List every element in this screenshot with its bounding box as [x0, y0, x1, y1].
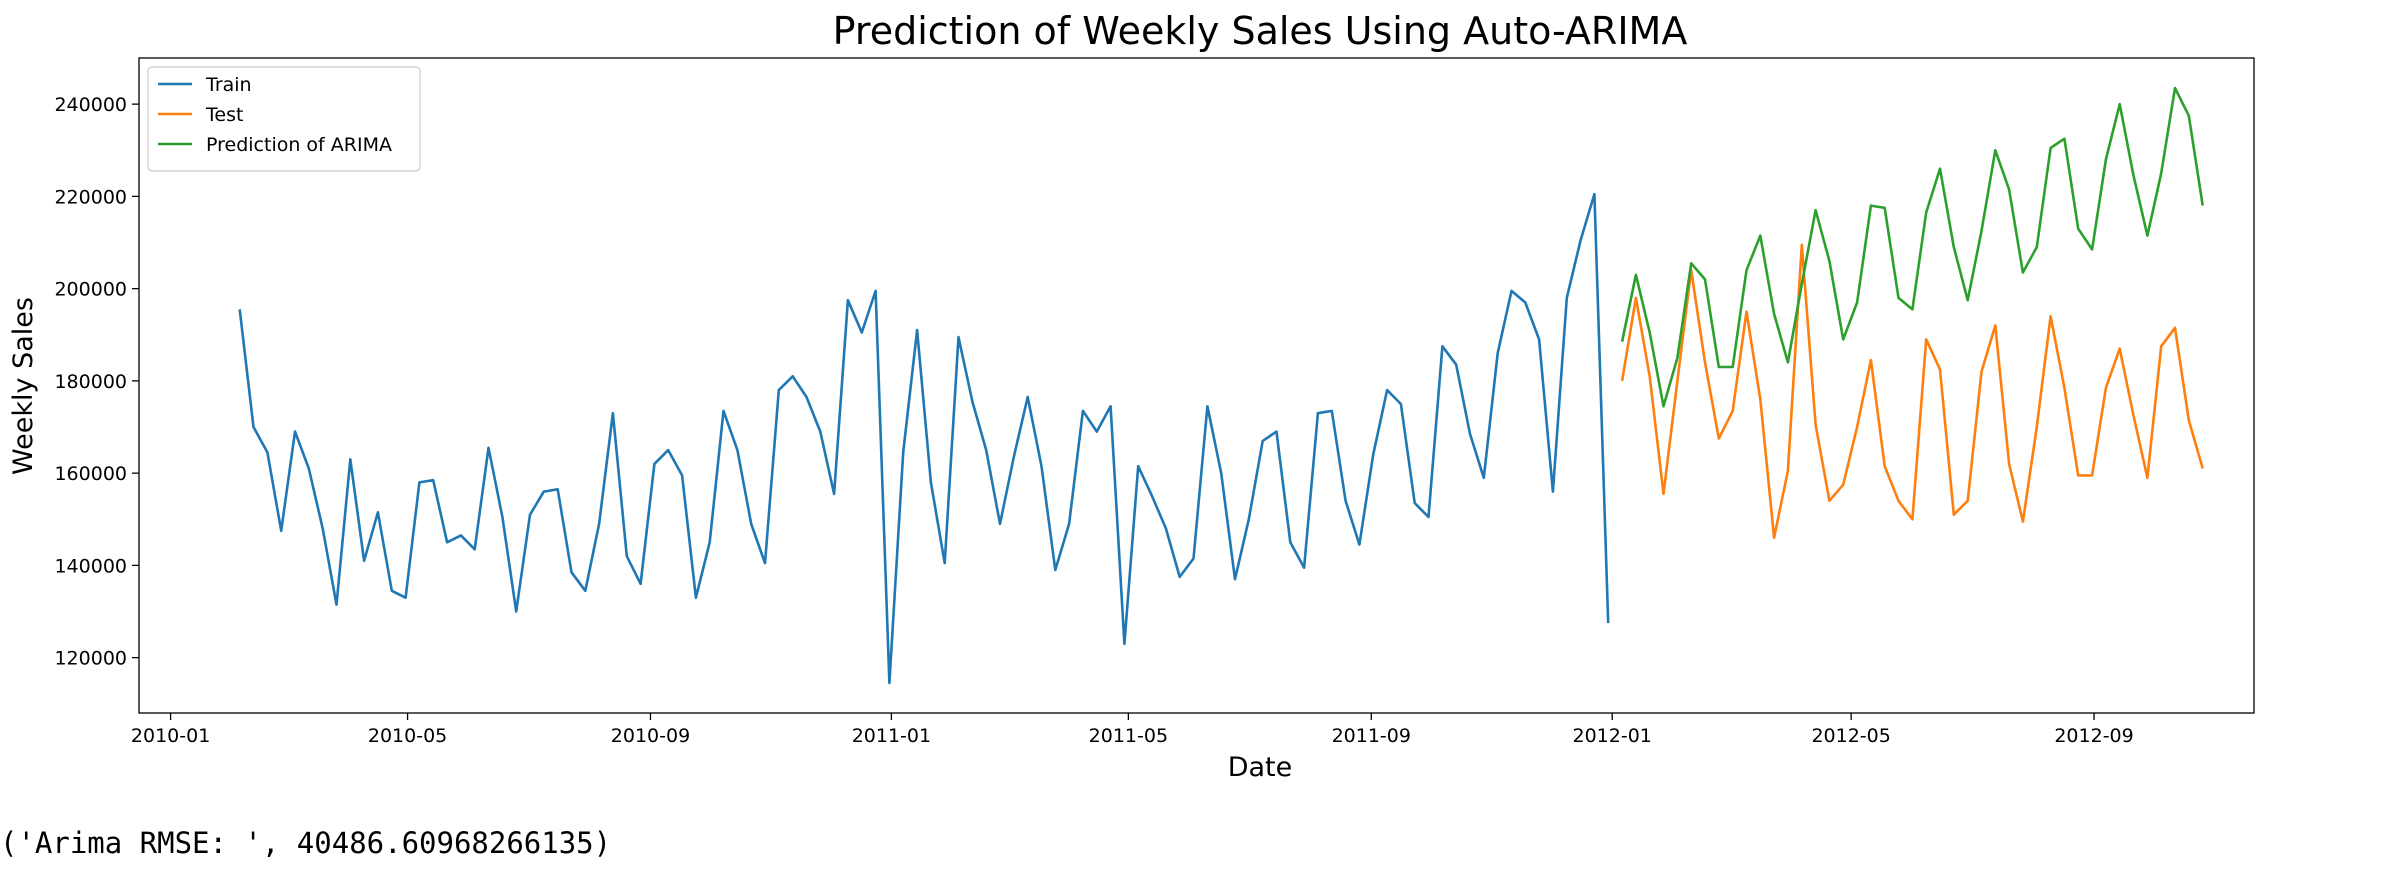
chart: Prediction of Weekly Sales Using Auto-AR… — [8, 9, 2255, 783]
y-axis-label: Weekly Sales — [8, 297, 39, 475]
series-line-test — [1620, 243, 2204, 540]
x-tick-label: 2010-05 — [368, 725, 447, 747]
x-tick-label: 2012-09 — [2054, 725, 2133, 747]
x-tick-label: 2010-09 — [611, 725, 690, 747]
y-tick-label: 120000 — [54, 648, 127, 670]
y-tick-label: 240000 — [54, 94, 127, 116]
chart-title: Prediction of Weekly Sales Using Auto-AR… — [833, 9, 1688, 53]
legend-label: Train — [205, 74, 252, 96]
legend: Train Test Prediction of ARIMA — [147, 66, 421, 172]
legend-box — [147, 66, 421, 172]
series-line-prediction-of-arima — [1620, 86, 2204, 408]
x-tick-label: 2011-01 — [852, 725, 931, 747]
legend-label: Prediction of ARIMA — [206, 134, 392, 156]
x-tick-label: 2012-01 — [1572, 725, 1651, 747]
x-tick-label: 2010-01 — [131, 725, 210, 747]
rmse-output: ('Arima RMSE: ', 40486.60968266135) — [0, 826, 612, 860]
y-tick-label: 140000 — [54, 555, 127, 577]
x-tick-label: 2012-05 — [1811, 725, 1890, 747]
x-axis-label: Date — [1228, 752, 1293, 783]
y-tick-label: 160000 — [54, 463, 127, 485]
series-lines — [238, 86, 2204, 685]
chart-svg: Prediction of Weekly Sales Using Auto-AR… — [8, 9, 2255, 783]
y-tick-label: 220000 — [54, 186, 127, 208]
plot-area — [138, 57, 2255, 714]
axis-ticks: 120000 140000 160000 180000 200000 220000 2400… — [54, 94, 2133, 747]
y-tick-label: 200000 — [54, 279, 127, 301]
x-tick-label: 2011-09 — [1332, 725, 1411, 747]
legend-label: Test — [205, 104, 243, 126]
y-tick-label: 180000 — [54, 371, 127, 393]
x-tick-label: 2011-05 — [1089, 725, 1168, 747]
series-line-train — [238, 192, 1610, 685]
